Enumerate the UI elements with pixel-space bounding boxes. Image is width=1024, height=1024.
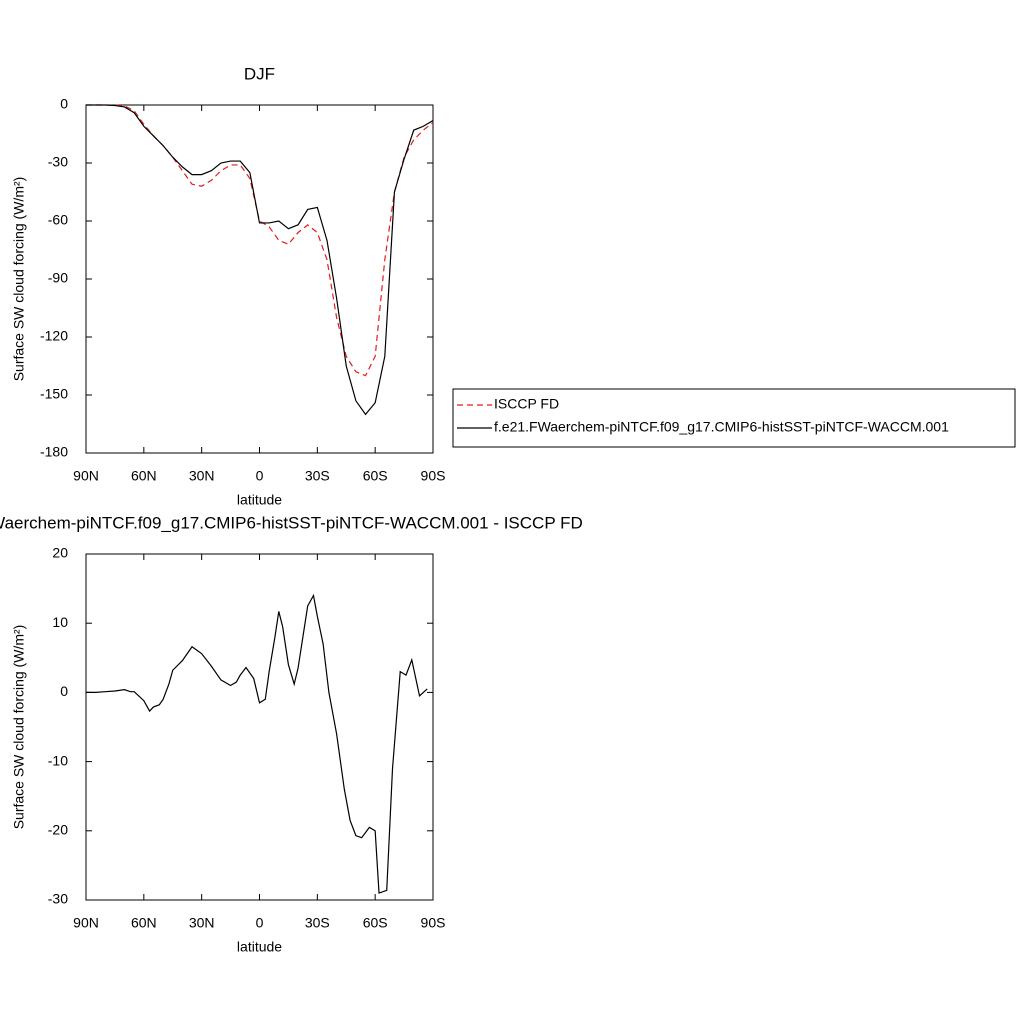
data-line xyxy=(86,104,434,416)
x-tick-label: 30N xyxy=(189,468,215,484)
x-tick-label: 90N xyxy=(73,915,99,931)
y-tick-label: -60 xyxy=(48,212,68,228)
x-tick-label: 30S xyxy=(305,915,330,931)
y-tick-label: -20 xyxy=(48,822,68,838)
y-tick-label: -30 xyxy=(48,154,68,170)
y-tick-label: -30 xyxy=(48,891,68,907)
y-tick-label: 20 xyxy=(52,545,68,561)
x-tick-label: 30N xyxy=(189,915,215,931)
x-tick-label: 60S xyxy=(363,468,388,484)
x-tick-label: 0 xyxy=(256,915,264,931)
x-tick-label: 60N xyxy=(131,915,157,931)
x-tick-label: 60N xyxy=(131,468,157,484)
data-line xyxy=(86,593,428,894)
y-axis-label: Surface SW cloud forcing (W/m²) xyxy=(11,177,27,382)
y-tick-label: -90 xyxy=(48,270,68,286)
legend-box xyxy=(452,388,1016,448)
y-tick-label: -150 xyxy=(40,386,68,402)
x-tick-label: 90N xyxy=(73,468,99,484)
y-tick-label: -10 xyxy=(48,752,68,768)
plot-frame xyxy=(85,104,434,454)
y-tick-label: 0 xyxy=(60,683,68,699)
plot-frame xyxy=(85,553,434,901)
x-tick-label: 60S xyxy=(363,915,388,931)
chart-title: DJF xyxy=(244,64,275,83)
y-tick-label: -180 xyxy=(40,444,68,460)
y-tick-label: 0 xyxy=(60,96,68,112)
y-tick-label: 10 xyxy=(52,614,68,630)
data-line xyxy=(86,104,434,377)
legend-label: f.e21.FWaerchem-piNTCF.f09_g17.CMIP6-his… xyxy=(494,419,949,435)
x-tick-label: 30S xyxy=(305,468,330,484)
y-axis-label: Surface SW cloud forcing (W/m²) xyxy=(11,625,27,830)
y-tick-label: -120 xyxy=(40,328,68,344)
x-tick-label: 90S xyxy=(421,468,446,484)
legend-label: ISCCP FD xyxy=(494,396,559,412)
chart-title: f.e21.FWaerchem-piNTCF.f09_g17.CMIP6-his… xyxy=(0,513,583,532)
x-tick-label: 0 xyxy=(256,468,264,484)
x-tick-label: 90S xyxy=(421,915,446,931)
x-axis-label: latitude xyxy=(237,492,282,508)
x-axis-label: latitude xyxy=(237,939,282,955)
